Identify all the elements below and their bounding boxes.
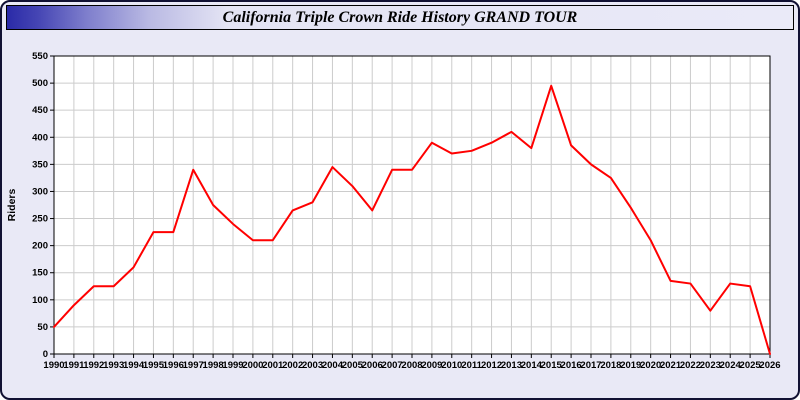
svg-text:1994: 1994 [123, 360, 145, 371]
svg-text:200: 200 [32, 241, 48, 252]
svg-text:550: 550 [32, 51, 48, 62]
svg-text:400: 400 [32, 132, 48, 143]
svg-text:2008: 2008 [401, 360, 422, 371]
svg-text:1995: 1995 [143, 360, 165, 371]
svg-text:250: 250 [32, 214, 48, 225]
svg-text:2015: 2015 [541, 360, 563, 371]
svg-text:1993: 1993 [103, 360, 124, 371]
svg-text:2011: 2011 [461, 360, 482, 371]
svg-text:2003: 2003 [302, 360, 323, 371]
svg-text:2004: 2004 [322, 360, 344, 371]
svg-text:1992: 1992 [83, 360, 104, 371]
svg-text:1996: 1996 [163, 360, 184, 371]
chart-area: 0 50 100 150 200 250 300 350 400 450 500 550 1990 199… [4, 32, 796, 398]
svg-text:2000: 2000 [242, 360, 263, 371]
svg-text:2013: 2013 [501, 360, 522, 371]
svg-text:300: 300 [32, 186, 48, 197]
svg-text:0: 0 [43, 349, 48, 360]
svg-text:2016: 2016 [561, 360, 582, 371]
svg-text:100: 100 [32, 295, 48, 306]
svg-text:150: 150 [32, 268, 48, 279]
chart-canvas: 0501001502002503003504004505005501990199… [6, 51, 781, 371]
svg-text:Riders: Riders [6, 189, 18, 222]
svg-text:2026: 2026 [759, 360, 780, 371]
svg-text:2001: 2001 [262, 360, 284, 371]
svg-text:500: 500 [32, 78, 48, 89]
svg-text:2025: 2025 [740, 360, 762, 371]
svg-text:2014: 2014 [521, 360, 543, 371]
svg-text:1997: 1997 [183, 360, 204, 371]
svg-text:2006: 2006 [362, 360, 383, 371]
svg-text:1998: 1998 [203, 360, 224, 371]
svg-text:2018: 2018 [600, 360, 621, 371]
chart-title: California Triple Crown Ride History GRA… [222, 8, 578, 26]
svg-text:2017: 2017 [580, 360, 601, 371]
svg-text:2007: 2007 [382, 360, 403, 371]
svg-text:50: 50 [37, 322, 48, 333]
svg-text:2019: 2019 [620, 360, 641, 371]
svg-text:2020: 2020 [640, 360, 661, 371]
chart-title-bar: California Triple Crown Ride History GRA… [6, 5, 794, 30]
svg-text:2023: 2023 [700, 360, 721, 371]
svg-text:1999: 1999 [222, 360, 243, 371]
svg-text:2005: 2005 [342, 360, 364, 371]
svg-text:2010: 2010 [441, 360, 462, 371]
svg-text:2012: 2012 [481, 360, 502, 371]
svg-text:1990: 1990 [43, 360, 64, 371]
svg-text:2021: 2021 [660, 360, 682, 371]
svg-text:2024: 2024 [720, 360, 742, 371]
svg-text:1991: 1991 [63, 360, 85, 371]
svg-text:2009: 2009 [421, 360, 442, 371]
svg-text:2002: 2002 [282, 360, 303, 371]
svg-text:450: 450 [32, 105, 48, 116]
svg-text:2022: 2022 [680, 360, 701, 371]
svg-text:350: 350 [32, 159, 48, 170]
